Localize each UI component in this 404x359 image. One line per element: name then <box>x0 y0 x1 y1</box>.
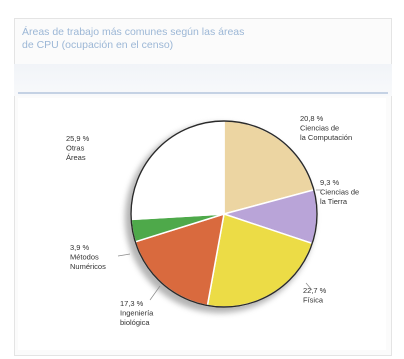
slice-label: 25,9 % Otras Áreas <box>66 134 90 162</box>
chart-title-line-1: Áreas de trabajo más comunes según las á… <box>22 26 245 38</box>
pie-labels: 20,8 % Ciencias de la Computación 9,3 % Cien… <box>66 114 359 327</box>
chart-title: Áreas de trabajo más comunes según las á… <box>22 26 362 52</box>
leader-line <box>117 253 131 257</box>
pie-slice <box>130 120 225 221</box>
pie-leaders <box>117 189 322 301</box>
slice-label: 17,3 % Ingeniería biológica <box>120 299 154 327</box>
title-band <box>14 64 392 96</box>
slice-label: 22,7 % Física <box>303 286 327 305</box>
slice-label: 9,3 % Ciencias de la Tierra <box>320 178 359 206</box>
title-divider <box>18 92 388 94</box>
chart-title-line-2: de CPU (ocupación en el censo) <box>22 39 174 51</box>
slice-label: 20,8 % Ciencias de la Computación <box>300 114 352 142</box>
slice-label: 3,9 % Métodos Numéricos <box>70 243 106 271</box>
pie-slices <box>130 120 318 308</box>
leader-line <box>305 282 313 291</box>
leader-line <box>149 285 161 301</box>
pie-outline <box>130 120 318 308</box>
